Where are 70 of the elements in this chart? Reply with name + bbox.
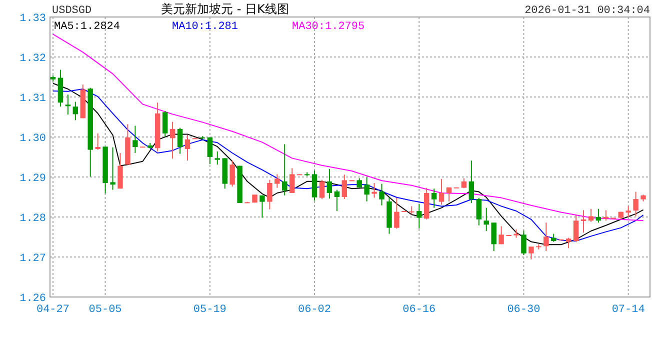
candlestick	[282, 144, 288, 196]
y-tick-label: 1.26	[20, 293, 46, 305]
y-axis-title: USDSGD	[52, 5, 92, 17]
x-tick-label: 06-02	[298, 304, 332, 316]
x-tick-label: 07-14	[612, 304, 646, 316]
y-tick-label: 1.31	[20, 93, 46, 105]
candlestick	[177, 127, 183, 154]
candlestick	[334, 189, 340, 212]
candlestick	[118, 152, 123, 190]
candlestick	[267, 179, 272, 210]
candlestick	[207, 136, 213, 165]
candlestick	[342, 174, 348, 200]
chart-title: 美元新加坡元 - 日K线图	[161, 2, 289, 16]
candlestick	[626, 206, 631, 218]
candlestick	[110, 146, 116, 190]
text: MA30:1.2795	[292, 21, 365, 33]
candlestick	[326, 168, 332, 200]
candlestick	[319, 179, 325, 200]
candlestick	[431, 188, 437, 208]
candlestick	[446, 186, 452, 202]
y-tick-label: 1.33	[20, 13, 46, 25]
y-tick-label: 1.28	[20, 213, 46, 225]
candlestick	[312, 170, 318, 202]
candlestick	[484, 207, 489, 232]
text: MA5:1.2824	[54, 21, 120, 33]
y-tick-label: 1.30	[20, 133, 46, 145]
x-tick-label: 06-30	[507, 304, 540, 316]
y-tick-label: 1.29	[20, 173, 46, 185]
candlestick	[603, 210, 609, 222]
candlestick	[132, 125, 138, 154]
candlestick	[580, 210, 586, 234]
candlestick	[184, 134, 190, 162]
candlestick	[498, 226, 504, 245]
candlestick	[364, 176, 370, 202]
candlestick	[394, 197, 400, 230]
candlestick	[544, 222, 549, 252]
candlestick	[476, 197, 482, 226]
y-tick-label: 1.32	[20, 53, 46, 65]
candlestick	[566, 237, 572, 249]
candlestick	[274, 174, 280, 188]
candlestick	[372, 182, 377, 198]
candlestick	[596, 208, 602, 224]
y-tick-label: 1.27	[20, 253, 46, 265]
candlestick	[521, 230, 526, 256]
candlestick	[491, 222, 496, 252]
text: MA10:1.281	[172, 21, 238, 33]
candlestick	[588, 208, 594, 222]
x-tick-label: 04-27	[36, 304, 70, 316]
candlestick	[289, 168, 295, 194]
candlestick	[214, 150, 220, 166]
chart-subtitle: 2026-01-31 00:34:04	[524, 5, 650, 17]
candlestick	[416, 203, 422, 230]
candlestick	[356, 178, 362, 188]
x-tick-label: 06-16	[402, 304, 436, 316]
candlestick	[438, 178, 444, 206]
candlestick	[573, 214, 579, 242]
candlestick	[230, 160, 235, 188]
candlestick	[65, 94, 71, 116]
x-tick-label: 05-19	[193, 304, 226, 316]
candlestick	[379, 183, 384, 206]
candlestick	[162, 110, 168, 138]
candlestick	[633, 191, 638, 217]
candlestick	[95, 132, 100, 150]
candlestick	[528, 246, 534, 260]
candlestick	[72, 101, 78, 121]
x-tick-label: 05-05	[88, 304, 122, 316]
line-series	[52, 34, 644, 222]
candlestick	[170, 121, 176, 160]
candlestick	[260, 194, 265, 218]
candlestick	[468, 160, 474, 204]
